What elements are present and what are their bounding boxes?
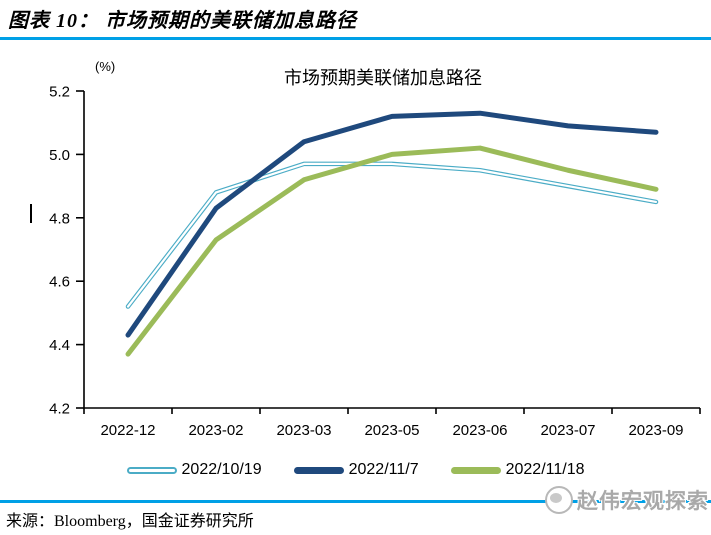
x-axis-tick-label: 2023-09 (628, 422, 683, 439)
footer-divider-line (0, 500, 711, 503)
figure-header: 图表 10： 市场预期的美联储加息路径 (8, 10, 357, 32)
y-axis-unit-label: (%) (95, 59, 116, 74)
legend-label-2022-11-18: 2022/11/18 (505, 461, 585, 478)
source-attribution: 来源：Bloomberg，国金证券研究所 (6, 513, 254, 530)
legend-swatch-2022-10-19 (126, 466, 177, 474)
watermark: 赵伟宏观探索 (545, 485, 709, 515)
rate-path-line-chart: 5.2 5.0 4.8 4.6 4.4 4.2 2022-12 2023-02 2023-03 2… (49, 84, 701, 439)
legend-item-2022-11-7: 2022/11/7 (293, 461, 419, 479)
y-axis-tick-label: 5.2 (49, 84, 70, 101)
watermark-text: 赵伟宏观探索 (577, 490, 709, 513)
legend-swatch-2022-11-18 (450, 466, 501, 474)
legend-swatch-2022-11-7 (293, 466, 344, 474)
chart-title: 市场预期美联储加息路径 (284, 68, 482, 88)
legend-item-2022-11-18: 2022/11/18 (450, 461, 585, 479)
legend-label-2022-10-19: 2022/10/19 (181, 461, 262, 478)
y-axis-tick-label: 4.6 (49, 274, 70, 291)
x-axis-tick-label: 2023-05 (364, 422, 419, 439)
x-axis-tick-label: 2023-02 (188, 422, 243, 439)
x-axis-tick-label: 2023-03 (276, 422, 331, 439)
y-axis-tick-label: 4.2 (49, 401, 70, 418)
legend-label-2022-11-7: 2022/11/7 (348, 461, 419, 478)
x-axis-tick-label: 2023-06 (452, 422, 507, 439)
x-axis-tick-label: 2022-12 (100, 422, 155, 439)
legend-item-2022-10-19: 2022/10/19 (126, 461, 262, 479)
header-divider-line (0, 37, 711, 40)
y-axis-tick-label: 5.0 (49, 147, 70, 164)
series-line-2022/11/7 (125, 110, 659, 338)
text-cursor-artifact (30, 204, 32, 223)
y-axis-tick-label: 4.4 (49, 337, 70, 354)
series-line-2022/10/19 (125, 161, 659, 309)
series-line-2022/11/18 (125, 145, 659, 357)
axis-lines (83, 91, 700, 409)
chart-legend: 2022/10/19 2022/11/7 2022/11/18 (0, 458, 711, 482)
series-line-inner-2022/10/19 (126, 162, 658, 308)
x-axis-tick-label: 2023-07 (540, 422, 595, 439)
y-axis-tick-label: 4.8 (49, 210, 70, 227)
watermark-logo-icon (545, 486, 573, 514)
